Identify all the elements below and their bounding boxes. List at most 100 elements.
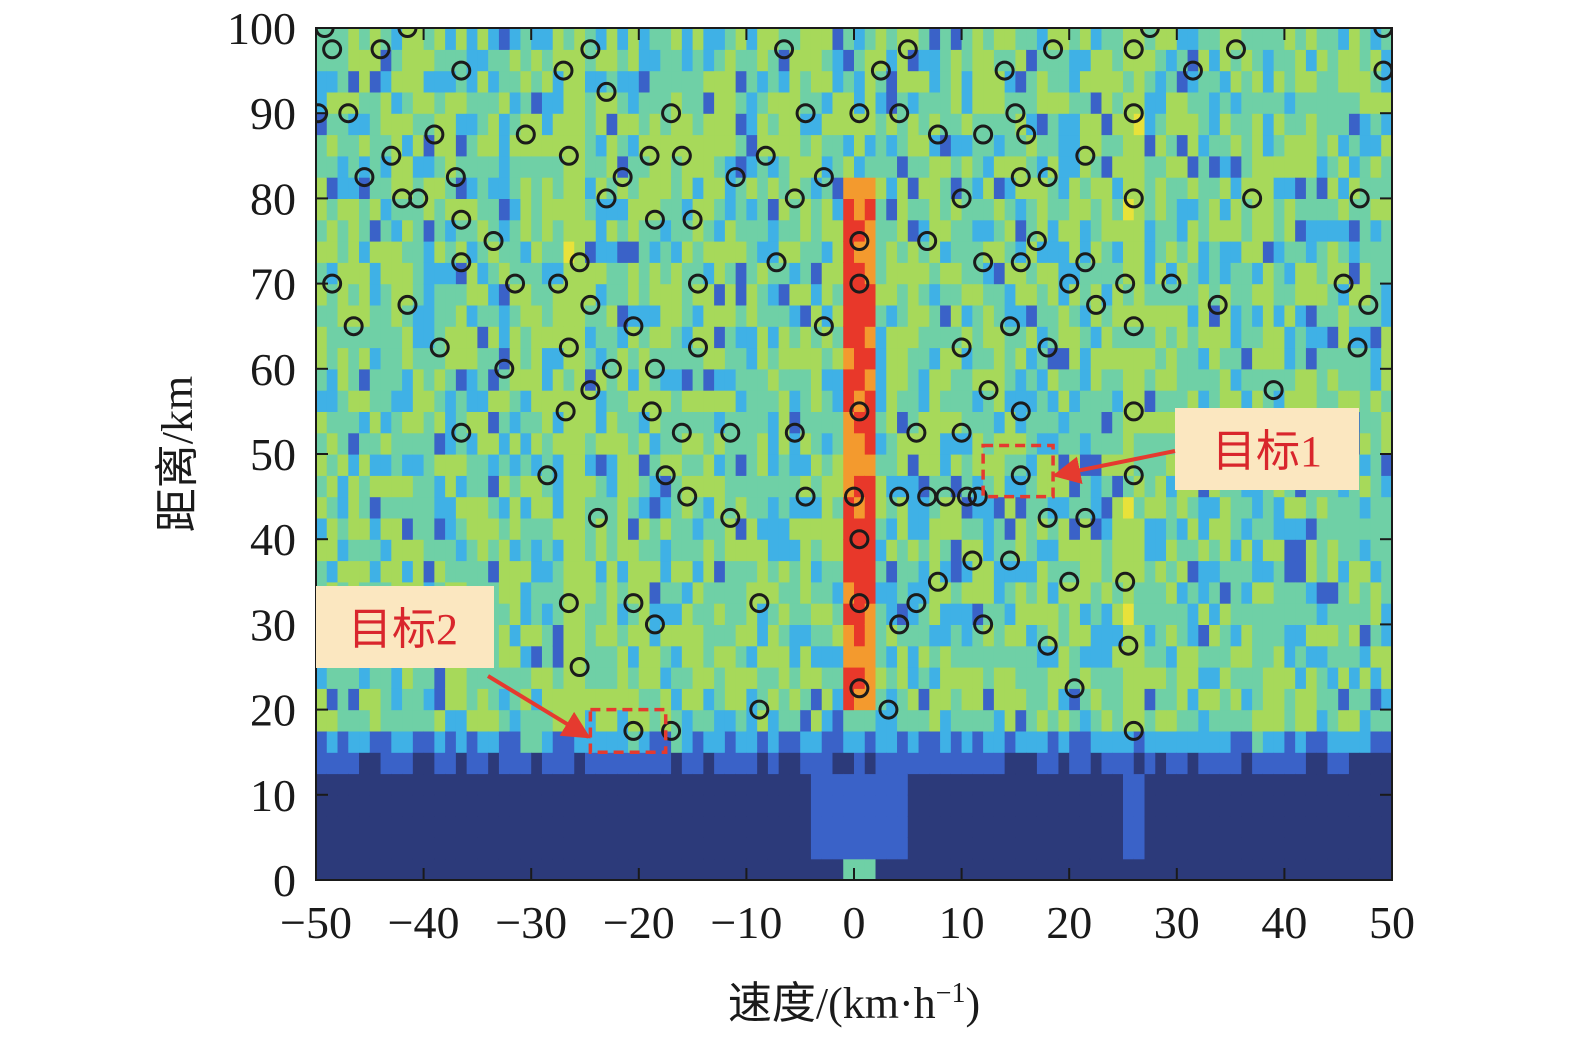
heat-cell (1187, 624, 1199, 647)
heat-cell (940, 198, 952, 221)
heat-cell (810, 794, 823, 817)
heat-cell (1036, 155, 1049, 178)
heat-cell (391, 794, 403, 817)
heat-cell (735, 581, 747, 604)
heat-cell (628, 837, 640, 860)
heat-cell (1284, 603, 1296, 625)
heat-cell (875, 432, 887, 455)
heat-cell (1230, 560, 1242, 583)
heat-cell (488, 475, 500, 498)
detection-marker (720, 422, 741, 443)
heat-cell (993, 688, 1006, 711)
heat-cell (800, 624, 812, 647)
heat-cell (1155, 560, 1167, 583)
heat-cell (563, 241, 575, 263)
heat-cell (1133, 411, 1146, 434)
heat-cell (821, 283, 834, 306)
heat-cell (671, 667, 683, 689)
heat-cell (993, 304, 1006, 327)
heat-cell (972, 475, 984, 498)
heat-cell (541, 155, 554, 178)
heat-cell (703, 603, 715, 625)
heat-cell (1209, 709, 1221, 732)
heat-cell (1026, 560, 1038, 583)
heat-cell (1273, 667, 1285, 689)
heat-cell (391, 539, 403, 562)
heat-cell (509, 667, 522, 689)
heat-cell (498, 177, 511, 199)
heat-cell (563, 177, 575, 199)
heat-cell (1144, 326, 1156, 349)
heat-cell (1359, 326, 1372, 349)
heat-cell (541, 347, 554, 370)
heat-cell (628, 517, 640, 540)
heat-cell (972, 326, 984, 349)
heat-cell (552, 28, 565, 50)
heat-cell (660, 517, 672, 540)
heat-cell (1219, 49, 1232, 72)
heat-cell (455, 709, 468, 732)
heat-cell (606, 155, 618, 178)
heat-cell (617, 241, 629, 263)
heat-cell (455, 816, 468, 838)
heat-cell (1219, 28, 1232, 50)
heat-cell (983, 49, 995, 72)
heat-cell (1219, 773, 1232, 796)
heat-cell (1079, 411, 1092, 434)
heat-cell (585, 347, 597, 370)
heat-cell (520, 198, 532, 221)
heat-cell (1219, 858, 1232, 880)
heat-cell (434, 475, 446, 498)
heat-cell (606, 304, 618, 327)
heat-cell (402, 155, 414, 178)
heat-cell (412, 219, 425, 242)
heat-cell (757, 517, 769, 540)
heat-cell (1090, 326, 1103, 349)
heat-cell (1036, 858, 1049, 880)
heat-cell (671, 624, 683, 647)
heat-cell (1230, 113, 1242, 136)
heat-cell (724, 390, 737, 412)
heat-cell (326, 241, 339, 263)
detection-marker (1059, 571, 1080, 592)
heat-cell (359, 219, 371, 242)
heat-cell (628, 539, 640, 562)
heat-cell (541, 773, 554, 796)
heat-cell (832, 28, 844, 50)
heat-cell (316, 432, 328, 455)
heat-cell (1004, 496, 1016, 519)
heat-cell (1338, 688, 1350, 711)
heat-cell (628, 603, 640, 625)
heat-cell (1381, 49, 1392, 72)
heat-cell (940, 28, 952, 50)
heat-cell (552, 241, 565, 263)
heat-cell (993, 539, 1006, 562)
heat-cell (778, 496, 791, 519)
heat-cell (778, 858, 791, 880)
heat-cell (445, 347, 457, 370)
detection-marker (1373, 28, 1392, 38)
heat-cell (778, 454, 791, 476)
heat-cell (724, 368, 737, 391)
heat-cell (929, 496, 941, 519)
heat-cell (703, 581, 715, 604)
heat-cell (897, 560, 909, 583)
detection-marker (338, 103, 359, 124)
heat-cell (864, 134, 877, 157)
heat-cell (810, 667, 823, 689)
heat-cell (316, 475, 328, 498)
heat-cell (950, 581, 963, 604)
heat-cell (391, 432, 403, 455)
heat-cell (993, 411, 1006, 434)
heat-cell (961, 560, 973, 583)
heat-cell (649, 134, 661, 157)
heat-cell (531, 134, 543, 157)
detection-marker (973, 252, 994, 273)
heat-cell (369, 283, 382, 306)
heat-cell (574, 581, 586, 604)
heat-cell (1047, 645, 1060, 668)
heat-cell (402, 326, 414, 349)
heat-cell (1241, 347, 1253, 370)
heat-cell (649, 411, 661, 434)
heat-cell (1295, 326, 1307, 349)
